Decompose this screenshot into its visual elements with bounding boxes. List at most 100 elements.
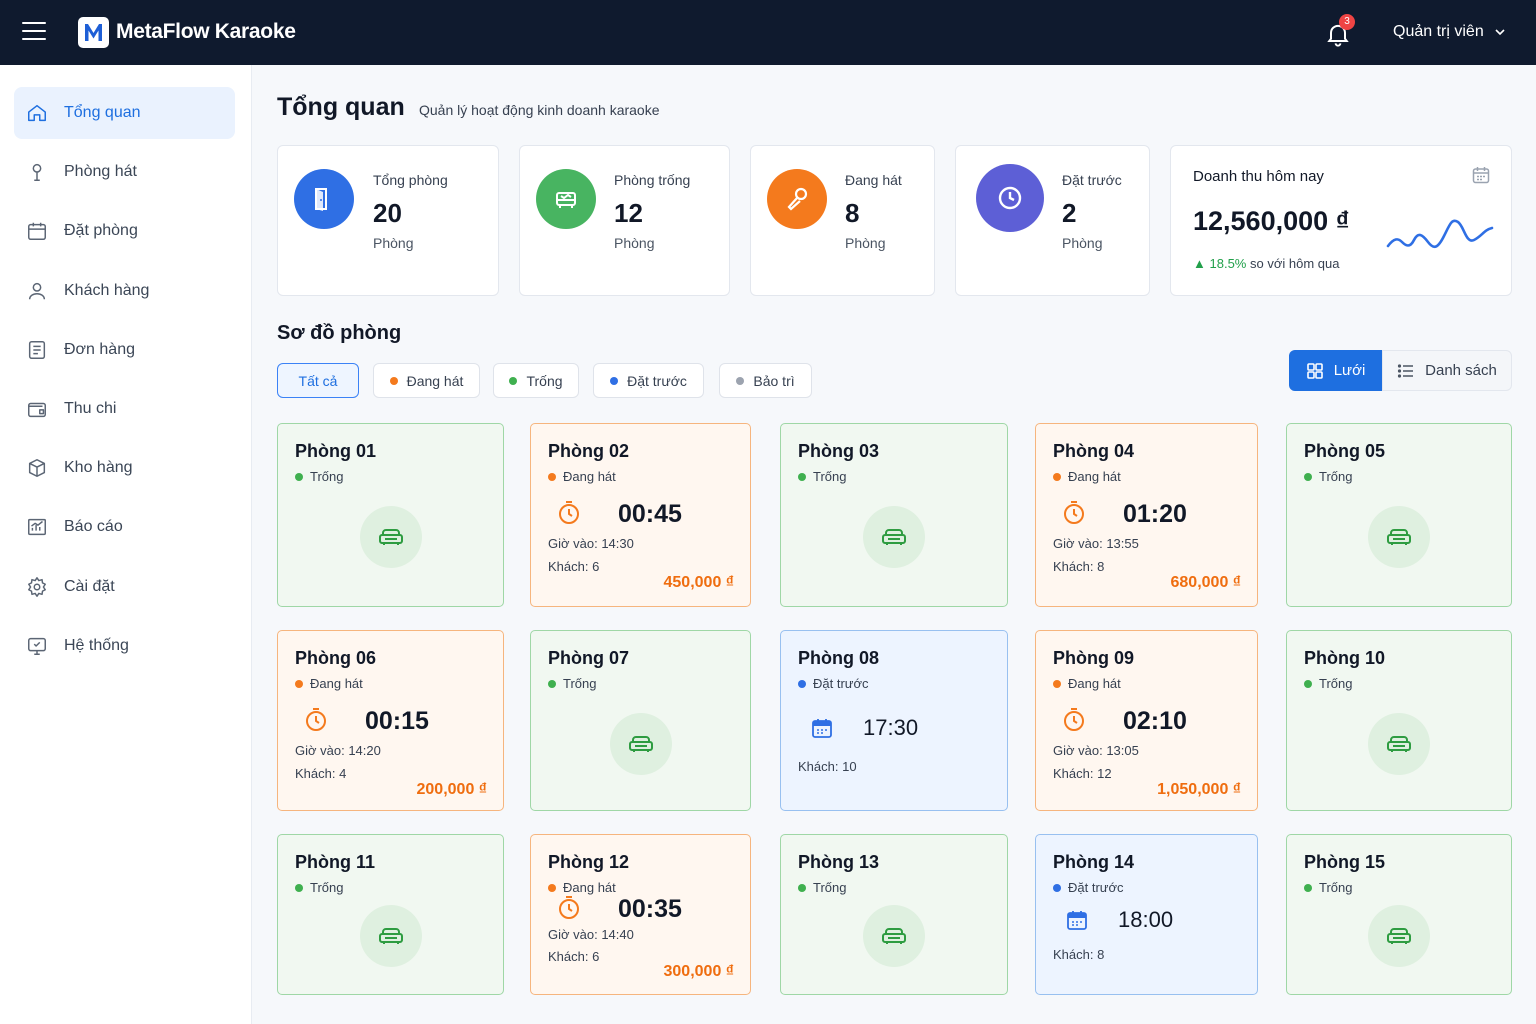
filter-chip-1[interactable]: Đang hát [373, 363, 480, 398]
guest-count: Khách: 6 [548, 949, 600, 964]
sidebar-item-3[interactable]: Khách hàng [14, 265, 235, 317]
sidebar-item-2[interactable]: Đặt phòng [14, 205, 235, 257]
elapsed-time: 01:20 [1123, 500, 1187, 528]
guest-count: Khách: 8 [1053, 947, 1105, 962]
room-card[interactable]: Phòng 02 Đang hát 00:45 Giờ vào: 14:30 Khách… [530, 423, 751, 607]
status-dot [1053, 472, 1061, 481]
booking-time: 17:30 [863, 715, 919, 740]
room-status-label: Trống [1319, 676, 1353, 691]
room-status-label: Đang hát [1068, 469, 1121, 484]
room-name: Phòng 04 [1053, 441, 1135, 461]
sidebar-item-0[interactable]: Tổng quan [14, 87, 235, 139]
room-name: Phòng 09 [1053, 648, 1135, 668]
room-status-label: Đặt trước [1068, 880, 1124, 895]
room-card[interactable]: Phòng 04 Đang hát 01:20 Giờ vào: 13:55 Khách… [1035, 423, 1258, 607]
room-card[interactable]: Phòng 03 Trống [780, 423, 1008, 607]
guest-count: Khách: 6 [548, 559, 600, 574]
microphone-icon [767, 169, 827, 229]
room-status: Đặt trước [1053, 880, 1124, 895]
room-status-label: Đang hát [1068, 676, 1121, 691]
revenue-change-percent: 18.5% [1209, 256, 1247, 271]
page-title: Tổng quan [277, 93, 405, 121]
user-name: Quản trị viên [1393, 23, 1484, 40]
check-in-time: Giờ vào: 13:05 [1053, 743, 1139, 758]
timer-icon [1064, 708, 1084, 731]
calendar-icon [28, 223, 46, 241]
room-status: Đang hát [548, 880, 616, 895]
brand-name: MetaFlow Karaoke [116, 20, 296, 43]
room-card[interactable]: Phòng 09 Đang hát 02:10 Giờ vào: 13:05 Khách… [1035, 630, 1258, 811]
status-dot [736, 376, 745, 385]
room-status-label: Đặt trước [813, 676, 869, 691]
sidebar-item-7[interactable]: Báo cáo [14, 501, 235, 553]
room-status-label: Trống [1319, 469, 1353, 484]
stat-unit: Phòng [373, 235, 414, 251]
status-dot [798, 883, 806, 892]
room-name: Phòng 11 [295, 852, 376, 872]
room-name: Phòng 03 [798, 441, 880, 461]
room-card[interactable]: Phòng 14 Đặt trước 18:00 Khách: 8 [1035, 834, 1258, 995]
room-card[interactable]: Phòng 07 Trống [530, 630, 751, 811]
calendar-icon[interactable] [1471, 165, 1491, 185]
trend-up-icon: ▲ [1193, 256, 1206, 271]
sidebar-item-8[interactable]: Cài đặt [14, 561, 235, 613]
status-dot [798, 472, 806, 481]
sidebar-item-label: Tổng quan [64, 104, 141, 121]
stat-card-3: Đặt trước 2 Phòng [955, 145, 1150, 296]
room-status: Trống [295, 469, 343, 484]
filter-chip-2[interactable]: Trống [493, 363, 579, 398]
sidebar-item-5[interactable]: Thu chi [14, 383, 235, 435]
guest-count: Khách: 12 [1053, 766, 1112, 781]
sidebar-item-label: Khách hàng [64, 281, 150, 299]
room-status: Đặt trước [798, 676, 869, 691]
filter-chip-0[interactable]: Tất cả [277, 363, 359, 398]
document-icon [28, 340, 46, 359]
menu-icon[interactable] [22, 22, 46, 42]
revenue-card: Doanh thu hôm nay 12,560,000 ₫ ▲ 18.5% s… [1170, 145, 1512, 296]
room-status: Đang hát [548, 469, 616, 484]
sidebar-item-label: Thu chi [64, 400, 117, 417]
sidebar-item-1[interactable]: Phòng hát [14, 146, 235, 198]
room-card[interactable]: Phòng 05 Trống [1286, 423, 1512, 607]
room-status-label: Trống [310, 469, 344, 484]
filter-chip-3[interactable]: Đặt trước [593, 363, 704, 398]
filter-label: Đang hát [406, 372, 464, 389]
box-icon [28, 459, 46, 478]
room-card[interactable]: Phòng 08 Đặt trước 17:30 Khách: 10 [780, 630, 1008, 811]
room-card[interactable]: Phòng 12 Đang hát 00:35 Giờ vào: 14:40 Khách… [530, 834, 751, 995]
filter-label: Tất cả [298, 372, 338, 389]
room-card[interactable]: Phòng 13 Trống [780, 834, 1008, 995]
list-view-button[interactable]: Danh sách [1382, 350, 1512, 391]
room-status: Trống [1304, 676, 1352, 691]
stat-value: 2 [1062, 198, 1077, 228]
sidebar-item-6[interactable]: Kho hàng [14, 442, 235, 494]
revenue-value: 12,560,000 ₫ [1193, 206, 1350, 236]
room-card[interactable]: Phòng 01 Trống [277, 423, 504, 607]
monitor-icon [28, 637, 46, 655]
room-card[interactable]: Phòng 10 Trống [1286, 630, 1512, 811]
stat-label: Đang hát [845, 172, 902, 188]
room-price: 450,000 ₫ [663, 574, 735, 591]
sidebar-item-9[interactable]: Hệ thống [14, 620, 235, 672]
view-label: Danh sách [1425, 362, 1497, 379]
chevron-down-icon [1495, 29, 1505, 36]
room-status: Trống [1304, 469, 1352, 484]
sidebar-item-label: Đặt phòng [64, 222, 138, 240]
revenue-change: ▲ 18.5% so với hôm qua [1193, 256, 1339, 271]
list-icon [1398, 363, 1414, 378]
status-dot [1053, 679, 1061, 688]
user-menu[interactable]: Quản trị viên [1393, 23, 1506, 41]
room-name: Phòng 01 [295, 441, 377, 461]
sidebar-item-4[interactable]: Đơn hàng [14, 324, 235, 376]
room-card[interactable]: Phòng 06 Đang hát 00:15 Giờ vào: 14:20 Khách… [277, 630, 504, 811]
elapsed-time: 00:45 [618, 500, 682, 528]
room-card[interactable]: Phòng 15 Trống [1286, 834, 1512, 995]
room-status-label: Trống [813, 880, 847, 895]
sofa-icon [1368, 713, 1430, 775]
room-name: Phòng 05 [1304, 441, 1386, 461]
grid-view-button[interactable]: Lưới [1289, 350, 1382, 391]
filter-chip-4[interactable]: Bảo trì [719, 363, 812, 398]
room-card[interactable]: Phòng 11 Trống [277, 834, 504, 995]
room-status: Đang hát [295, 676, 363, 691]
status-dot [509, 376, 518, 385]
